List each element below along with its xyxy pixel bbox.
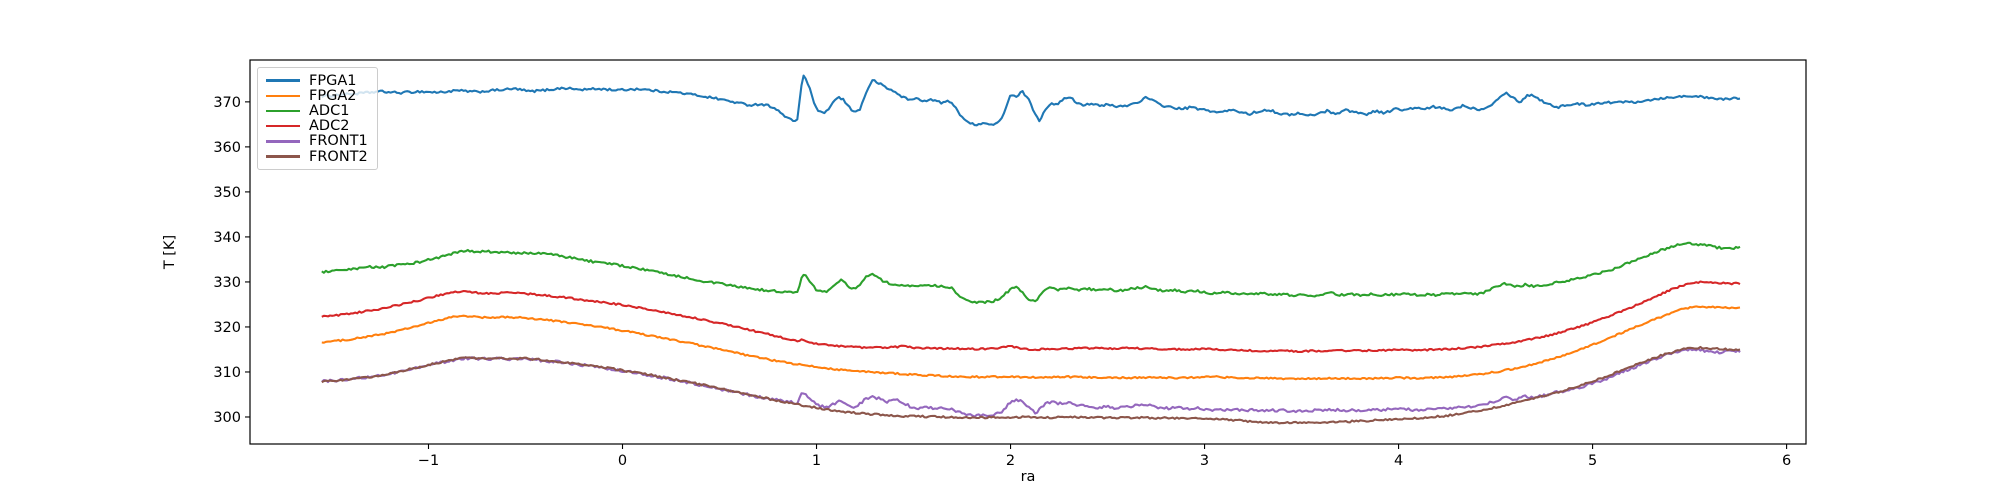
legend-item-front1: FRONT1	[266, 133, 368, 150]
legend-label: FRONT1	[309, 133, 368, 150]
legend-label: ADC2	[309, 118, 350, 135]
legend-line-swatch	[266, 124, 300, 128]
series-line-fpga1	[321, 74, 1741, 127]
y-tick-label: 330	[213, 275, 241, 291]
legend-label: FPGA2	[309, 87, 357, 104]
plot-border	[249, 59, 1807, 445]
series-line-adc1	[321, 241, 1741, 305]
x-tick-label: 1	[812, 453, 821, 469]
x-axis-label: ra	[1020, 469, 1036, 485]
legend-line-swatch	[266, 140, 300, 143]
legend-item-front2: FRONT2	[266, 148, 368, 165]
x-tick-label: 3	[1200, 453, 1209, 469]
legend-item-fpga1: FPGA1	[266, 72, 368, 89]
x-tick-label: 5	[1588, 453, 1597, 469]
legend-line-swatch	[266, 79, 300, 82]
series-line-front1	[321, 347, 1741, 418]
series-line-adc2	[321, 280, 1741, 354]
y-tick-label: 310	[213, 365, 241, 381]
series-line-fpga2	[321, 305, 1741, 381]
legend-label: ADC1	[309, 102, 350, 119]
legend-line-swatch	[266, 94, 300, 97]
legend: FPGA1 FPGA2 ADC1 ADC2 FRONT1 FRONT2	[257, 67, 378, 171]
y-axis-label: T [K]	[162, 234, 178, 270]
x-tick-label: 0	[618, 453, 627, 469]
x-tick-label: 6	[1782, 453, 1791, 469]
legend-label: FRONT2	[309, 148, 368, 165]
y-tick-label: 340	[213, 230, 241, 246]
y-tick-label: 300	[213, 410, 241, 426]
legend-line-swatch	[266, 109, 300, 113]
legend-item-adc1: ADC1	[266, 102, 368, 119]
y-tick-label: 360	[213, 140, 241, 156]
legend-label: FPGA1	[309, 72, 357, 89]
x-tick-label: 2	[1006, 453, 1015, 469]
legend-item-adc2: ADC2	[266, 118, 368, 135]
y-tick-label: 370	[213, 95, 241, 111]
y-tick-label: 350	[213, 185, 241, 201]
x-tick-label: 4	[1394, 453, 1403, 469]
legend-line-swatch	[266, 155, 300, 158]
series-line-front2	[321, 345, 1741, 425]
x-tick-label: −1	[418, 453, 439, 469]
legend-item-fpga2: FPGA2	[266, 87, 368, 104]
y-tick-label: 320	[213, 320, 241, 336]
